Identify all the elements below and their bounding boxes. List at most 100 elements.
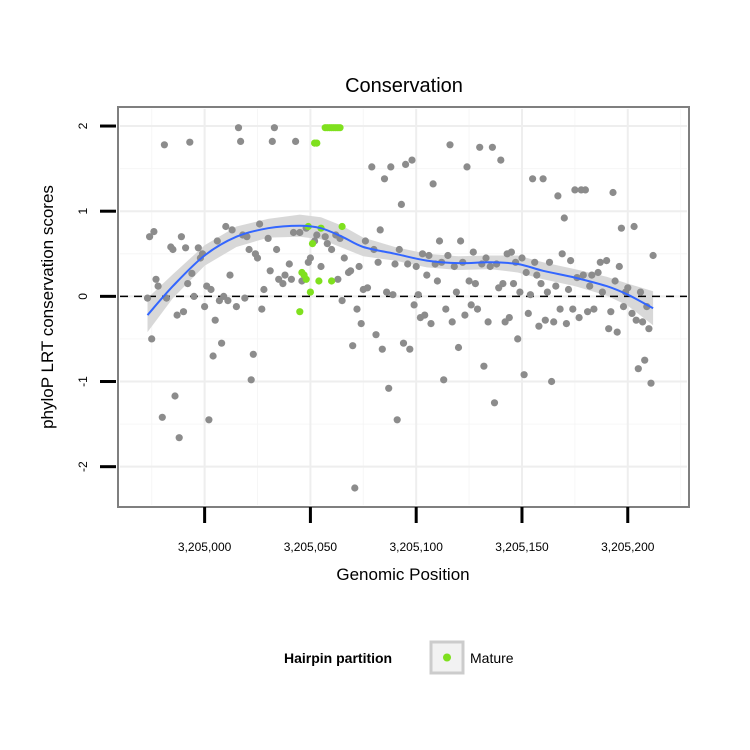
data-point bbox=[423, 271, 431, 279]
data-point bbox=[237, 137, 245, 145]
data-point bbox=[186, 138, 194, 146]
data-point bbox=[260, 285, 268, 294]
data-point bbox=[476, 143, 484, 151]
data-point bbox=[182, 244, 190, 252]
data-point bbox=[427, 320, 435, 328]
data-point bbox=[567, 257, 575, 265]
data-point-mature bbox=[338, 222, 346, 231]
data-point bbox=[569, 305, 577, 313]
data-point bbox=[169, 245, 177, 254]
data-point bbox=[450, 262, 458, 271]
data-point bbox=[245, 245, 253, 254]
data-point bbox=[292, 137, 300, 145]
legend-marker-mature bbox=[443, 653, 451, 662]
data-point bbox=[355, 262, 363, 271]
data-point bbox=[440, 376, 448, 384]
data-point bbox=[338, 297, 346, 305]
plot-panel bbox=[117, 106, 690, 508]
data-point bbox=[533, 271, 541, 279]
chart-title: Conservation bbox=[345, 75, 463, 97]
data-point bbox=[414, 291, 422, 299]
data-point bbox=[421, 311, 429, 319]
data-point bbox=[241, 294, 249, 302]
data-point bbox=[488, 143, 496, 151]
data-point bbox=[385, 384, 393, 392]
data-point bbox=[605, 325, 613, 333]
data-point bbox=[209, 352, 217, 360]
data-point bbox=[516, 288, 524, 296]
data-point bbox=[463, 163, 471, 171]
data-point bbox=[351, 484, 359, 492]
data-point bbox=[448, 318, 456, 326]
data-point bbox=[158, 413, 166, 421]
data-point bbox=[505, 314, 513, 322]
data-point bbox=[442, 305, 450, 313]
data-point-mature bbox=[302, 275, 310, 283]
data-point bbox=[353, 305, 361, 313]
data-point bbox=[190, 292, 198, 300]
data-point bbox=[543, 288, 552, 296]
data-point bbox=[194, 244, 202, 252]
data-point bbox=[177, 233, 185, 241]
data-point bbox=[313, 231, 321, 239]
data-point bbox=[647, 379, 655, 387]
data-point bbox=[499, 280, 507, 288]
data-point bbox=[452, 288, 460, 296]
data-point-mature bbox=[296, 308, 304, 316]
data-point bbox=[624, 284, 632, 292]
legend: Hairpin partition Mature bbox=[284, 640, 514, 675]
legend-label-mature: Mature bbox=[470, 650, 514, 666]
data-point bbox=[520, 371, 528, 379]
data-point bbox=[425, 251, 433, 260]
data-point bbox=[457, 237, 465, 245]
data-point bbox=[160, 141, 168, 149]
data-point bbox=[363, 284, 372, 292]
data-point bbox=[446, 141, 454, 149]
data-point bbox=[514, 335, 522, 343]
data-point bbox=[412, 262, 420, 271]
data-point bbox=[175, 434, 183, 442]
data-point bbox=[281, 271, 289, 279]
data-point bbox=[619, 303, 628, 311]
data-point bbox=[518, 254, 526, 262]
data-point bbox=[531, 258, 539, 266]
data-point bbox=[389, 291, 397, 299]
data-point bbox=[581, 186, 590, 194]
data-point bbox=[435, 237, 444, 245]
data-point bbox=[408, 156, 416, 164]
y-axis: -2 -1 0 1 2 bbox=[76, 122, 116, 472]
data-point bbox=[584, 308, 592, 316]
data-point bbox=[406, 345, 414, 353]
data-point bbox=[247, 376, 255, 384]
data-point bbox=[374, 258, 382, 266]
data-point bbox=[334, 275, 342, 283]
data-point bbox=[410, 301, 418, 309]
legend-title: Hairpin partition bbox=[284, 650, 392, 666]
data-point bbox=[564, 285, 573, 294]
data-point bbox=[289, 228, 298, 237]
data-point bbox=[207, 285, 215, 294]
y-axis-title: phyloP LRT conservation scores bbox=[38, 185, 57, 429]
data-point bbox=[433, 277, 441, 285]
data-point bbox=[645, 325, 653, 333]
data-point bbox=[150, 228, 158, 236]
data-point bbox=[357, 320, 365, 328]
data-point bbox=[347, 267, 355, 275]
data-point bbox=[507, 248, 515, 256]
data-point bbox=[249, 350, 257, 358]
data-point bbox=[253, 254, 262, 262]
x-tick-label: 3,205,000 bbox=[178, 540, 232, 554]
data-point bbox=[649, 251, 657, 260]
data-point bbox=[630, 222, 638, 231]
x-axis-title: Genomic Position bbox=[336, 565, 469, 584]
data-point bbox=[179, 308, 188, 316]
data-point bbox=[579, 271, 587, 279]
x-tick-label: 3,205,200 bbox=[601, 540, 655, 554]
data-point-mature bbox=[306, 288, 314, 296]
data-point bbox=[529, 175, 537, 183]
data-point bbox=[560, 214, 568, 222]
data-point bbox=[590, 305, 598, 313]
data-point bbox=[143, 294, 152, 302]
data-point-mature bbox=[313, 139, 321, 147]
data-point bbox=[461, 311, 469, 319]
